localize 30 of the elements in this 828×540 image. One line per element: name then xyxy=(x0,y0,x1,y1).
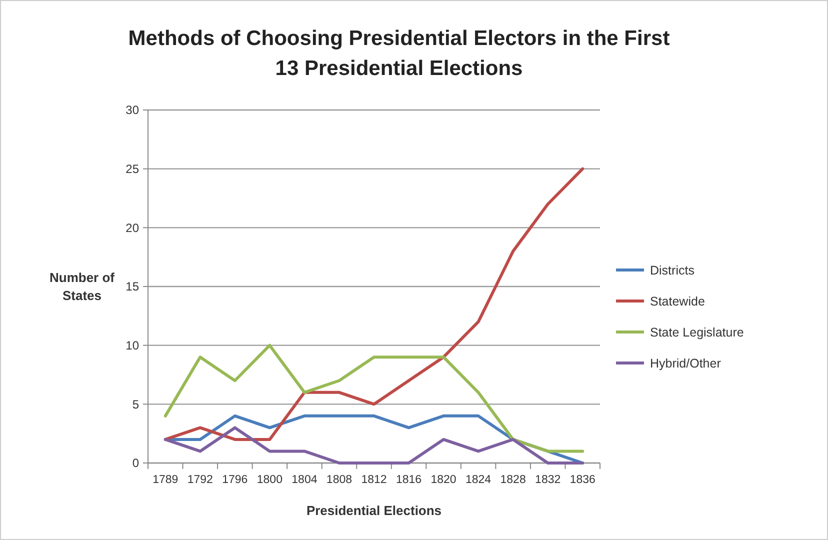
legend-label: Statewide xyxy=(650,294,705,308)
y-tick-label: 10 xyxy=(126,338,140,353)
x-tick-label: 1832 xyxy=(535,474,561,486)
y-tick-label: 30 xyxy=(126,103,140,118)
x-tick-label: 1808 xyxy=(326,474,352,486)
line-series xyxy=(164,344,584,453)
x-tick-label: 1836 xyxy=(570,474,596,486)
y-tick-label: 5 xyxy=(132,397,140,412)
x-tick-label: 1792 xyxy=(187,474,213,486)
x-tick-label: 1824 xyxy=(466,474,492,486)
x-tick-label: 1800 xyxy=(256,474,282,486)
y-tick-label: 20 xyxy=(126,220,140,235)
x-tick-label: 1796 xyxy=(222,474,248,486)
x-tick-label: 1789 xyxy=(152,474,178,486)
legend-label: Districts xyxy=(650,263,694,278)
y-tick-label: 25 xyxy=(126,162,140,176)
x-tick-label: 1820 xyxy=(430,474,456,486)
legend-label: State Legislature xyxy=(650,325,744,340)
x-tick-label: 1804 xyxy=(292,474,318,486)
x-tick-label: 1828 xyxy=(500,474,526,486)
legend-label: Hybrid/Other xyxy=(650,356,721,370)
y-tick-label: 0 xyxy=(132,456,140,470)
y-tick-label: 15 xyxy=(126,280,140,294)
x-tick-label: 1816 xyxy=(396,474,422,486)
chart-title: Methods of Choosing Presidential Electors in the First 13 Presidential Elections xyxy=(128,27,670,80)
line-series xyxy=(164,426,584,464)
y-axis-title: Number of States xyxy=(50,270,116,303)
x-axis-title: Presidential Elections xyxy=(306,503,442,518)
x-tick-label: 1812 xyxy=(361,474,387,486)
line-series xyxy=(164,167,584,441)
